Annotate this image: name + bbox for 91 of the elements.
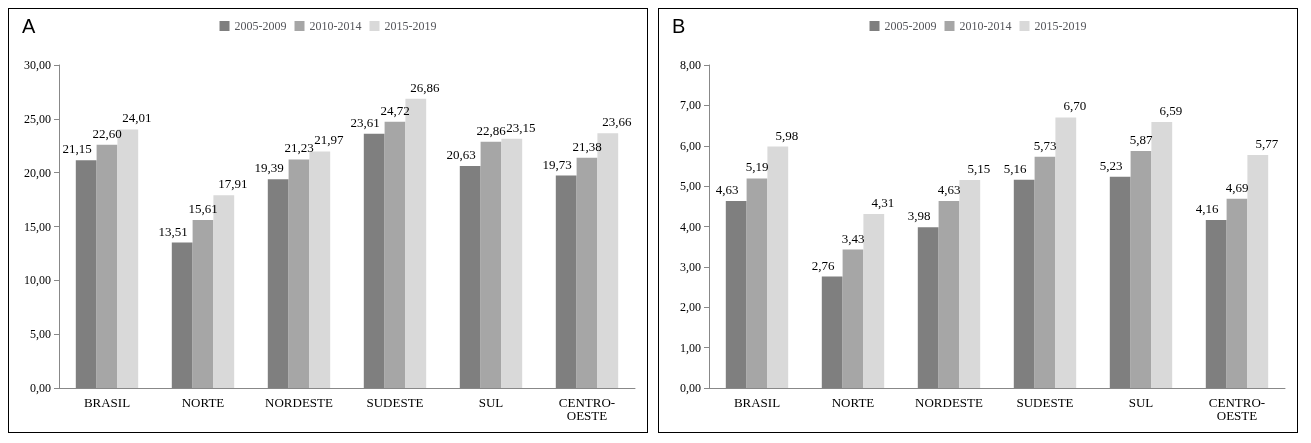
y-tick-label: 20,00	[24, 165, 51, 180]
data-label: 6,70	[1063, 98, 1087, 114]
data-label: 24,01	[122, 110, 152, 126]
x-tick-label: CENTRO-OESTE	[558, 395, 616, 423]
y-tick-label: 2,00	[680, 300, 701, 315]
data-label: 23,66	[602, 114, 632, 130]
data-label: 19,39	[254, 160, 284, 176]
legend-label: 2015-2019	[1034, 19, 1087, 33]
bar	[384, 121, 406, 388]
data-label: 21,23	[284, 140, 314, 156]
bar	[1130, 151, 1152, 388]
bar	[1151, 121, 1173, 388]
data-label: 6,59	[1159, 102, 1183, 118]
y-tick-label: 5,00	[680, 179, 701, 194]
bar	[863, 213, 885, 388]
bar	[842, 249, 864, 388]
bar	[1055, 117, 1077, 388]
legend-label: 2010-2014	[959, 19, 1012, 33]
y-tick-label: 30,00	[24, 58, 51, 72]
data-label: 5,77	[1255, 136, 1279, 152]
data-label: 4,63	[937, 182, 961, 198]
data-label: 26,86	[410, 79, 440, 95]
x-tick-label: SUDESTE	[366, 395, 424, 410]
y-tick-label: 25,00	[24, 111, 51, 126]
y-tick-label: 8,00	[680, 58, 701, 72]
data-label: 4,31	[871, 194, 895, 210]
data-label: 15,61	[188, 200, 218, 216]
y-tick-label: 4,00	[680, 219, 701, 234]
legend-label: 2010-2014	[309, 19, 362, 33]
data-label: 4,69	[1225, 179, 1249, 195]
data-label: 5,23	[1099, 157, 1123, 173]
x-tick-label: NORDESTE	[265, 395, 333, 410]
legend-label: 2005-2009	[884, 19, 937, 33]
chart-title: B	[672, 15, 686, 37]
bar	[767, 146, 789, 388]
y-tick-label: 0,00	[680, 381, 701, 395]
y-tick-label: 6,00	[680, 138, 701, 153]
bar	[192, 219, 214, 388]
bar	[1226, 198, 1248, 388]
data-label: 23,15	[506, 119, 536, 135]
bar	[746, 178, 768, 388]
data-label: 22,86	[476, 122, 507, 138]
bar	[938, 201, 960, 388]
x-tick-label: NORTE	[181, 395, 225, 410]
y-tick-label: 10,00	[24, 273, 51, 288]
x-tick-label: SUDESTE	[1016, 395, 1074, 410]
bar	[576, 157, 598, 388]
data-label: 19,73	[542, 156, 572, 172]
data-label: 5,15	[967, 161, 991, 177]
x-tick-label: CENTRO-OESTE	[1208, 395, 1266, 423]
data-label: 3,43	[841, 230, 865, 246]
y-tick-label: 1,00	[680, 340, 701, 355]
bar	[480, 141, 502, 388]
data-label: 17,91	[218, 176, 248, 192]
x-tick-label: BRASIL	[83, 395, 131, 410]
bar	[501, 138, 523, 388]
data-label: 5,16	[1003, 160, 1028, 176]
bar	[959, 180, 981, 388]
data-label: 5,98	[775, 127, 799, 143]
legend-label: 2005-2009	[234, 19, 287, 33]
bar	[288, 159, 310, 388]
data-label: 21,38	[572, 138, 602, 154]
data-label: 5,73	[1033, 137, 1057, 153]
data-label: 4,16	[1195, 201, 1220, 217]
bar	[1034, 156, 1056, 388]
chart-title: A	[22, 15, 36, 37]
bar	[1247, 155, 1269, 388]
data-label: 13,51	[158, 223, 188, 239]
data-label: 4,63	[715, 182, 739, 198]
x-tick-label: BRASIL	[733, 395, 781, 410]
x-tick-label: SUL	[478, 395, 504, 410]
x-tick-label: NORTE	[831, 395, 875, 410]
legend-label: 2015-2019	[384, 19, 437, 33]
y-tick-label: 5,00	[30, 327, 51, 342]
y-tick-label: 15,00	[24, 219, 51, 234]
data-label: 5,87	[1129, 132, 1153, 147]
x-tick-label: NORDESTE	[915, 395, 983, 410]
data-label: 2,76	[811, 257, 836, 273]
data-label: 5,19	[745, 159, 769, 175]
y-tick-label: 3,00	[680, 259, 701, 274]
data-label: 3,98	[907, 208, 931, 224]
data-label: 23,61	[350, 114, 380, 130]
data-label: 20,63	[446, 146, 476, 162]
data-label: 22,60	[92, 125, 122, 141]
y-tick-label: 7,00	[680, 98, 701, 113]
y-tick-label: 0,00	[30, 381, 51, 395]
data-label: 21,15	[62, 141, 92, 157]
data-label: 24,72	[380, 102, 410, 118]
x-tick-label: SUL	[1128, 395, 1154, 410]
bar	[96, 144, 118, 388]
data-label: 21,97	[314, 132, 344, 148]
